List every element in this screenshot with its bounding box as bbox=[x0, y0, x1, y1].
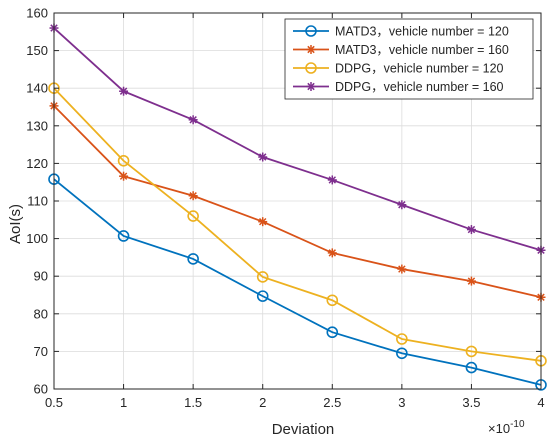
data-point bbox=[188, 115, 198, 125]
data-point bbox=[119, 86, 129, 96]
y-tick-label: 90 bbox=[34, 269, 48, 284]
asterisk-stroke bbox=[467, 277, 476, 285]
x-tick-label: 3 bbox=[398, 395, 405, 410]
x-tick-label: 1 bbox=[120, 395, 127, 410]
data-point bbox=[396, 333, 408, 345]
series-1 bbox=[48, 173, 547, 391]
series-line bbox=[53, 105, 542, 299]
legend-marker bbox=[306, 45, 316, 54]
y-tick-label: 120 bbox=[26, 156, 48, 171]
asterisk-stroke bbox=[258, 153, 267, 161]
x-axis-multiplier-exponent: -10 bbox=[510, 419, 525, 430]
data-point bbox=[396, 347, 408, 360]
asterisk-stroke bbox=[189, 192, 197, 200]
data-point bbox=[258, 152, 268, 162]
legend-marker bbox=[305, 62, 317, 74]
legend-entry: MATD3，vehicle number = 160 bbox=[293, 43, 509, 57]
x-tick-label: 0.5 bbox=[45, 395, 63, 410]
asterisk-stroke bbox=[328, 249, 337, 257]
x-tick-label: 3.5 bbox=[462, 395, 480, 410]
data-point bbox=[465, 361, 478, 374]
series-line bbox=[53, 87, 542, 362]
data-point bbox=[327, 248, 337, 258]
legend-entry: DDPG，vehicle number = 160 bbox=[293, 80, 504, 94]
y-tick-label: 70 bbox=[34, 344, 48, 359]
axes bbox=[53, 12, 542, 390]
y-tick-label: 150 bbox=[26, 43, 48, 58]
legend-label: DDPG，vehicle number = 120 bbox=[335, 62, 504, 76]
asterisk-stroke bbox=[189, 116, 197, 124]
legend-entry: DDPG，vehicle number = 120 bbox=[293, 62, 504, 76]
legend-label: MATD3，vehicle number = 160 bbox=[335, 43, 509, 57]
y-tick-label: 100 bbox=[26, 231, 48, 246]
y-tick-label: 160 bbox=[26, 6, 48, 21]
asterisk-stroke bbox=[307, 82, 315, 91]
data-point bbox=[117, 154, 130, 167]
y-tick-label: 110 bbox=[27, 194, 48, 209]
data-point bbox=[188, 191, 198, 201]
asterisk-stroke bbox=[467, 225, 476, 234]
legend: MATD3，vehicle number = 120 MATD3，vehicle … bbox=[284, 18, 534, 100]
data-point bbox=[117, 230, 130, 242]
series-layer bbox=[48, 23, 547, 391]
data-point bbox=[258, 217, 268, 227]
x-tick-label: 4 bbox=[537, 395, 544, 410]
asterisk-stroke bbox=[398, 201, 406, 209]
y-axis-title: AoI(s) bbox=[7, 204, 24, 244]
data-point bbox=[256, 290, 269, 302]
data-point bbox=[466, 225, 476, 235]
x-axis-multiplier-base: ×10 bbox=[488, 421, 510, 436]
data-point bbox=[119, 171, 129, 181]
data-point bbox=[326, 294, 339, 307]
asterisk-stroke bbox=[398, 265, 406, 273]
asterisk-stroke bbox=[119, 172, 128, 180]
legend-label: MATD3，vehicle number = 120 bbox=[335, 25, 509, 39]
data-point bbox=[465, 345, 478, 358]
data-point bbox=[326, 326, 339, 339]
y-tick-label: 140 bbox=[26, 81, 48, 96]
x-axis-multiplier: ×10-10 bbox=[488, 419, 525, 436]
data-point bbox=[256, 271, 269, 283]
series-2 bbox=[49, 101, 546, 302]
asterisk-stroke bbox=[328, 176, 337, 184]
legend-marker bbox=[306, 82, 316, 91]
data-point bbox=[466, 276, 476, 286]
x-tick-label: 2 bbox=[259, 395, 266, 410]
y-tick-label: 60 bbox=[34, 382, 48, 397]
y-tick-label: 130 bbox=[26, 118, 48, 133]
asterisk-stroke bbox=[258, 217, 267, 226]
data-point bbox=[397, 200, 407, 210]
series-line bbox=[53, 27, 542, 252]
x-axis-title: Deviation bbox=[272, 421, 335, 438]
tick-labels: 0.5 1 1.5 2 2.5 3 3.5 4 60 70 80 90 100 110 120 130 140 1… bbox=[26, 6, 544, 411]
legend-label: DDPG，vehicle number = 160 bbox=[335, 80, 504, 94]
data-point bbox=[397, 264, 407, 274]
data-point bbox=[187, 253, 199, 265]
legend-marker bbox=[305, 25, 317, 37]
asterisk-stroke bbox=[307, 45, 315, 54]
asterisk-stroke bbox=[119, 87, 128, 95]
y-tick-label: 80 bbox=[34, 306, 48, 321]
legend-entry: MATD3，vehicle number = 120 bbox=[293, 25, 509, 39]
series-line bbox=[53, 178, 542, 386]
x-tick-label: 2.5 bbox=[323, 395, 341, 410]
x-tick-label: 1.5 bbox=[184, 395, 202, 410]
data-point bbox=[187, 210, 199, 222]
series-4 bbox=[49, 23, 546, 255]
data-point bbox=[327, 175, 337, 185]
